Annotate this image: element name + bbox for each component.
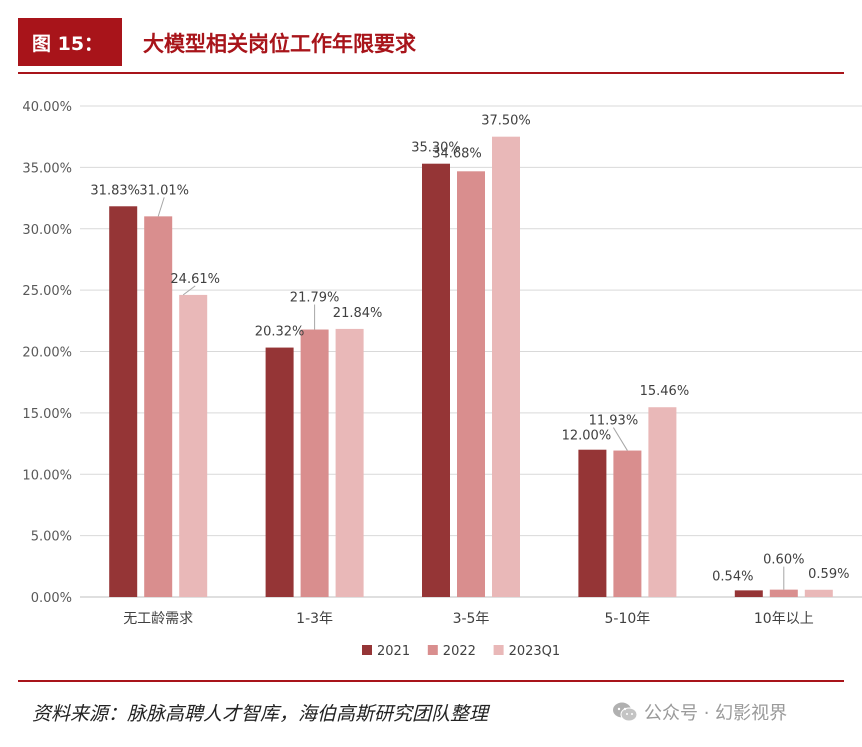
y-tick-label: 10.00% <box>22 468 72 483</box>
y-tick-label: 0.00% <box>31 591 72 606</box>
x-tick-label: 5-10年 <box>605 611 651 627</box>
label-leader-line <box>182 285 196 296</box>
figure-title: 大模型相关岗位工作年限要求 <box>143 32 416 56</box>
data-label: 37.50% <box>481 114 531 129</box>
legend-label: 2022 <box>443 644 476 659</box>
bar <box>300 329 329 597</box>
legend-swatch <box>362 645 372 655</box>
data-label: 35.30% <box>411 141 461 156</box>
data-label: 0.60% <box>763 553 804 568</box>
data-label: 12.00% <box>562 429 612 444</box>
legend: 2021 2022 2023Q1 <box>362 644 560 659</box>
data-labels: 31.83% 31.01% 24.61% 20.32% 21.79%21.84% 35.3… <box>90 114 849 590</box>
header-rule <box>18 72 844 74</box>
legend-swatch <box>427 645 438 655</box>
watermark: 公众号 · 幻影视界 <box>612 699 787 725</box>
data-label: 34.68% <box>432 146 482 161</box>
data-label: 31.83% <box>90 183 140 198</box>
y-tick-label: 35.00% <box>22 161 72 176</box>
bar <box>109 206 138 597</box>
bar <box>613 450 642 597</box>
x-tick-label: 1-3年 <box>296 611 333 627</box>
data-label: 0.54% <box>712 569 753 584</box>
data-label: 24.61% <box>170 272 220 287</box>
bar <box>144 216 173 598</box>
y-tick-label: 15.00% <box>22 407 72 422</box>
label-leader-line <box>612 427 628 451</box>
bar <box>648 407 677 597</box>
legend-label: 2023Q1 <box>509 644 561 659</box>
bar <box>578 449 607 597</box>
x-tick-label: 无工龄需求 <box>123 611 193 627</box>
y-tick-label: 5.00% <box>31 530 72 545</box>
bar <box>804 589 833 597</box>
x-tick-label: 10年以上 <box>754 611 814 627</box>
bar <box>422 163 450 597</box>
data-label: 0.59% <box>808 567 849 582</box>
y-tick-label: 20.00% <box>22 346 72 361</box>
data-label: 20.32% <box>255 325 305 340</box>
wechat-icon <box>613 702 638 722</box>
bar <box>335 328 364 597</box>
x-axis: 无工龄需求 1-3年 3-5年 5-10年 10年以上 <box>123 611 814 627</box>
legend-swatch <box>493 645 504 655</box>
footer-rule <box>18 680 844 682</box>
y-tick-label: 30.00% <box>22 223 72 238</box>
y-tick-label: 40.00% <box>22 100 72 115</box>
data-label: 21.84% <box>333 306 383 321</box>
bar <box>179 294 208 597</box>
data-label: 15.46% <box>640 384 690 399</box>
data-label: 31.01% <box>139 183 189 198</box>
data-label: 21.79% <box>290 291 340 306</box>
bar <box>492 136 520 597</box>
label-leader-line <box>157 197 165 217</box>
watermark-text: 公众号 · 幻影视界 <box>644 703 788 724</box>
data-label: 11.93% <box>589 414 639 429</box>
bars <box>109 136 833 598</box>
legend-label: 2021 <box>377 644 410 659</box>
bar <box>734 590 763 597</box>
y-tick-label: 25.00% <box>22 284 72 299</box>
source-note: 资料来源：脉脉高聘人才智库，海伯高斯研究团队整理 <box>32 703 489 725</box>
figure-label: 图 15： <box>18 18 122 66</box>
bar <box>769 589 798 597</box>
bar <box>265 347 294 597</box>
x-tick-label: 3-5年 <box>453 611 490 627</box>
y-axis: 0.00% 5.00% 10.00% 15.00% 20.00% 25.00% 30.00%… <box>22 100 72 606</box>
bar-chart: 0.00% 5.00% 10.00% 15.00% 20.00% 25.00% 30.00%… <box>22 100 862 659</box>
bar <box>457 171 485 598</box>
